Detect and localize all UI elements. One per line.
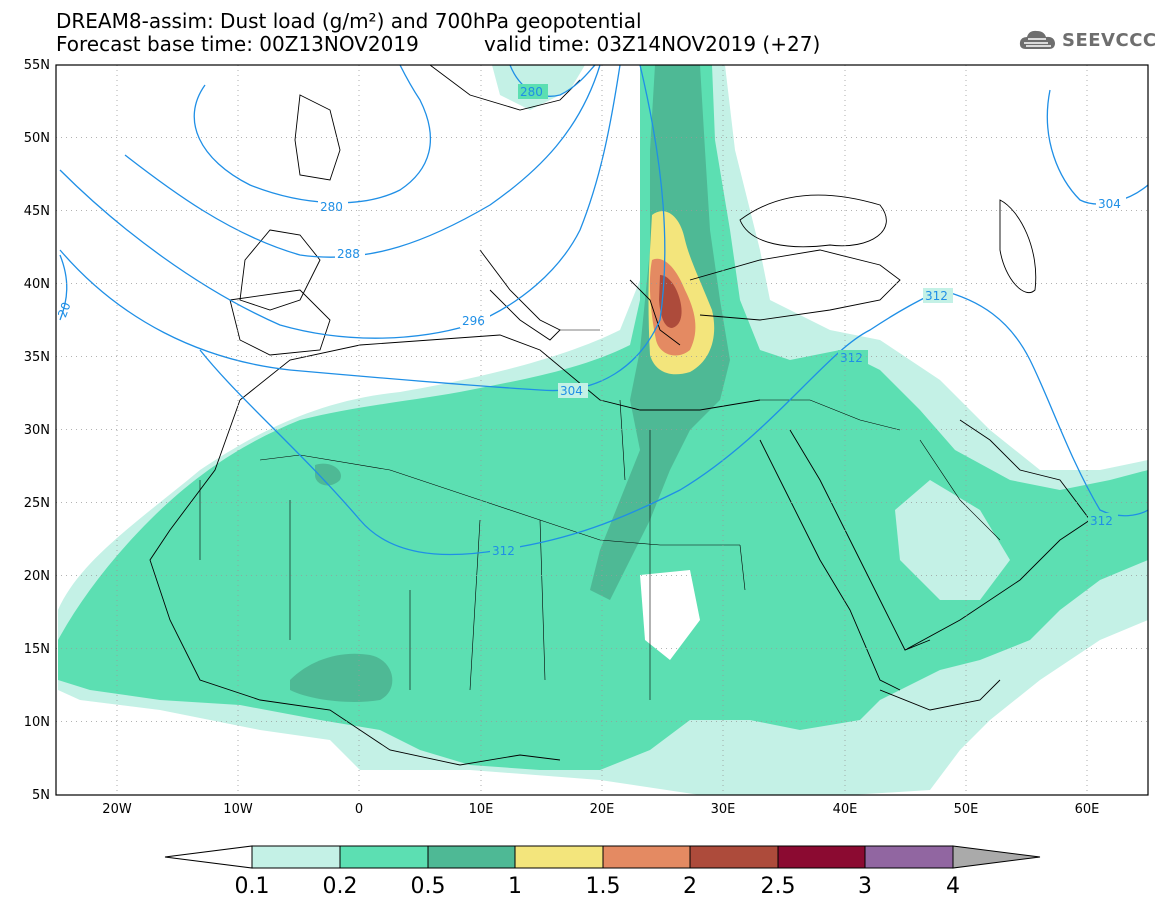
dust-patch-sahel-2 [315,463,341,486]
contour-280-b [509,65,596,97]
colorbar-label: 3 [858,874,872,899]
lon-label: 40E [833,802,858,817]
coast-turkey [689,249,901,321]
contour-296 [59,65,621,339]
contour-label: 312 [840,351,863,365]
contour-label: 288 [337,247,360,261]
longitude-axis: 20W 10W 0 10E 20E 30E 40E 50E 60E [102,802,1099,817]
lat-label: 35N [24,350,50,365]
coast-red-sea-east [789,429,931,651]
contour-label: 280 [320,200,343,214]
coast-africa-north [239,334,761,411]
geopotential-contours [59,65,1148,556]
logo-text: SEEVCCC [1062,29,1157,51]
map-frame [55,64,1149,796]
dust-gap-sahara [640,570,700,660]
colorbar-box-1 [339,845,429,869]
lat-label: 40N [24,277,50,292]
dust-patch-sahel [290,653,393,702]
lon-label: 10W [223,802,253,817]
contour-labels: 280 280 288 296 304 304 312 312 312 312 … [55,84,1126,558]
coast-red-sea [759,439,901,691]
lat-label: 50N [24,131,50,146]
lat-label: 45N [24,204,50,219]
map-title: DREAM8-assim: Dust load (g/m²) and 700hP… [56,9,642,33]
colorbar-box-7 [864,845,954,869]
lat-label: 10N [24,715,50,730]
colorbar-label: 4 [946,874,960,899]
lon-label: 20E [590,802,615,817]
colorbar-label: 0.5 [411,874,446,899]
contour-280-a [193,65,432,204]
coast-italy [479,249,561,341]
coast-uk [294,94,341,181]
contour-304-east [1046,89,1148,205]
colorbar-box-2 [427,845,516,869]
dust-level-0.2 [58,65,1148,770]
cloud-icon [1019,30,1055,49]
colorbar-low-arrow [164,845,253,869]
contour-20-west [59,254,68,321]
base-time-text: Forecast base time: 00Z13NOV2019 [56,32,419,56]
lat-label: 20N [24,569,50,584]
contour-label: 20 [55,300,73,319]
coast-caspian [999,199,1037,293]
lat-label: 55N [24,58,50,73]
colorbar-box-6 [777,845,866,869]
colorbar-box-4 [602,845,691,869]
contour-288 [124,65,601,258]
gridlines [56,65,1148,795]
colorbar-high-arrow [952,845,1041,869]
colorbar-label: 1.5 [586,874,621,899]
coast-greece [629,279,681,346]
lat-label: 25N [24,496,50,511]
dust-gap-arabia [895,480,1010,600]
coast-horn [879,679,1001,711]
dust-level-2 [659,275,682,328]
colorbar-labels: 0.1 0.2 0.5 1 1.5 2 2.5 3 4 [235,874,961,899]
lon-label: 60E [1075,802,1100,817]
colorbar-box-3 [514,845,604,869]
contour-label: 296 [462,314,485,328]
latitude-axis: 55N 50N 45N 40N 35N 30N 25N 20N 15N 10N … [24,58,50,803]
contour-label: 312 [1090,514,1113,528]
coast-europe-west [239,229,321,311]
colorbar-label: 0.1 [235,874,270,899]
contour-label: 280 [520,85,543,99]
colorbar-label: 2 [683,874,697,899]
contour-label: 312 [925,289,948,303]
colorbar [164,845,1041,869]
lon-label: 50E [954,802,979,817]
valid-time: valid time: 03Z14NOV2019 (+27) [484,32,821,56]
lon-label: 20W [102,802,132,817]
contour-label: 304 [560,384,583,398]
coastlines [149,65,1091,766]
contour-312-east [939,289,1148,517]
coast-africa-west [149,399,561,766]
seevccc-logo: SEEVCCC [1018,26,1157,54]
colorbar-box-5 [689,845,779,869]
lat-label: 15N [24,642,50,657]
contour-304 [59,65,666,392]
contour-label: 312 [492,544,515,558]
lon-label: 0 [355,802,363,817]
dust-shading [58,65,1148,795]
lat-label: 30N [24,423,50,438]
contour-312 [199,289,941,556]
coast-iberia [229,289,331,356]
colorbar-label: 2.5 [761,874,796,899]
coast-black-sea [739,194,887,248]
coast-scandinavia [429,65,581,111]
forecast-base-time: Forecast base time: 00Z13NOV2019 valid ti… [56,32,820,56]
border-lines [199,329,1001,700]
lat-label: 5N [32,788,50,803]
contour-label: 304 [1098,197,1121,211]
colorbar-label: 1 [508,874,522,899]
colorbar-label: 0.2 [323,874,358,899]
lon-label: 10E [469,802,494,817]
colorbar-box-0 [251,845,341,869]
lon-label: 30E [711,802,736,817]
